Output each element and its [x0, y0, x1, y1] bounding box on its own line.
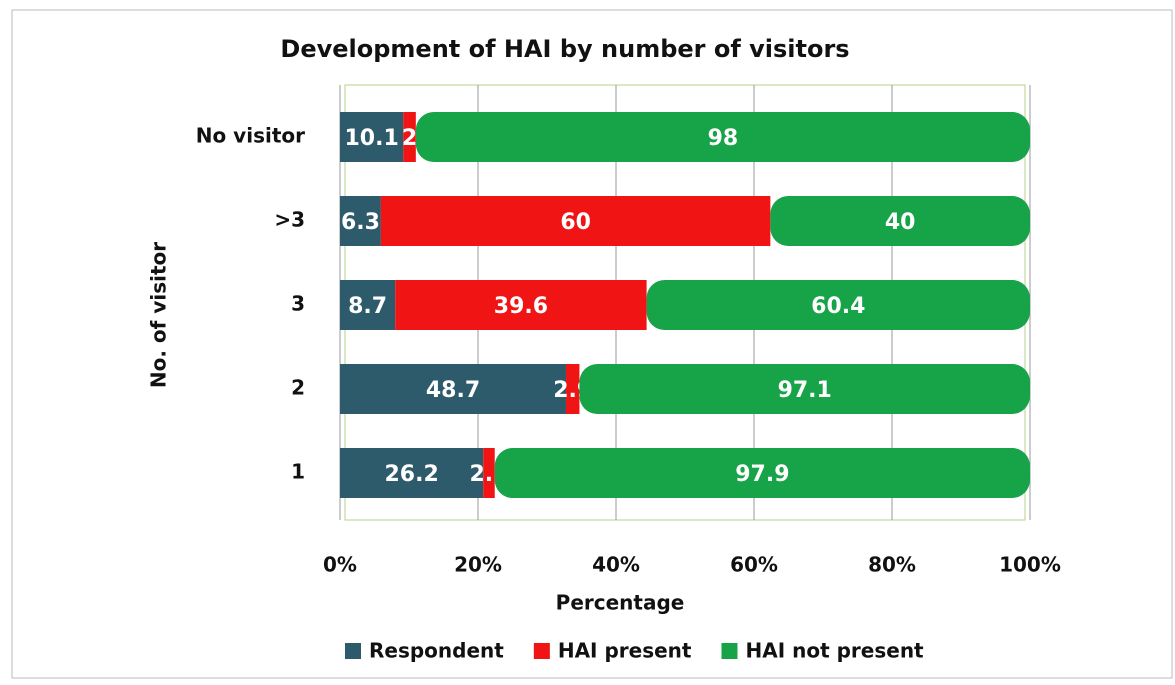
x-tick-label: 60%	[730, 553, 778, 577]
bar-segment	[340, 280, 396, 330]
y-tick-label: >3	[274, 208, 305, 232]
bar-segment	[340, 112, 404, 162]
data-label: 60	[560, 210, 591, 235]
legend-swatch	[721, 643, 738, 659]
data-label: 39.6	[494, 294, 548, 319]
legend-swatch	[533, 643, 550, 659]
y-axis-label: No. of visitor	[147, 242, 171, 388]
y-tick-label: 2	[291, 376, 305, 400]
data-label: 98	[708, 126, 739, 151]
y-tick-label: No visitor	[196, 124, 305, 148]
data-label: 60.4	[811, 294, 865, 319]
legend-swatch	[345, 643, 361, 659]
bar-segment	[340, 364, 566, 414]
bar-segment	[340, 196, 381, 246]
bar-segment	[770, 196, 1030, 246]
chart-title: Development of HAI by number of visitors	[280, 35, 849, 63]
bar-segment	[403, 112, 416, 162]
legend-label: Respondent	[369, 639, 504, 663]
bar-segment	[483, 448, 495, 498]
bar-segment	[579, 364, 1030, 414]
x-axis-label: Percentage	[556, 591, 685, 615]
data-label: 48.7	[426, 378, 480, 403]
x-tick-label: 100%	[999, 553, 1061, 577]
legend-label: HAI present	[558, 639, 692, 663]
y-tick-label: 3	[291, 292, 305, 316]
data-label: 40	[885, 210, 916, 235]
data-label: 10.1	[345, 126, 399, 151]
y-tick-label: 1	[291, 460, 305, 484]
x-tick-label: 40%	[592, 553, 640, 577]
x-tick-label: 80%	[868, 553, 916, 577]
data-label: 26.2	[384, 462, 438, 487]
x-tick-label: 0%	[323, 553, 357, 577]
data-label: 97.9	[735, 462, 789, 487]
bar-segment	[395, 280, 647, 330]
bar-segment	[494, 448, 1030, 498]
data-label: 97.1	[778, 378, 832, 403]
bar-segment	[340, 448, 484, 498]
bar-segment	[646, 280, 1030, 330]
data-label: 6.3	[341, 210, 380, 235]
bar-segment	[565, 364, 580, 414]
legend-label: HAI not present	[745, 639, 924, 663]
x-tick-label: 20%	[454, 553, 502, 577]
bar-segment	[380, 196, 771, 246]
data-label: 8.7	[348, 294, 387, 319]
frame	[11, 9, 1173, 679]
data-label: 2	[402, 126, 417, 151]
bar-segment	[415, 112, 1030, 162]
